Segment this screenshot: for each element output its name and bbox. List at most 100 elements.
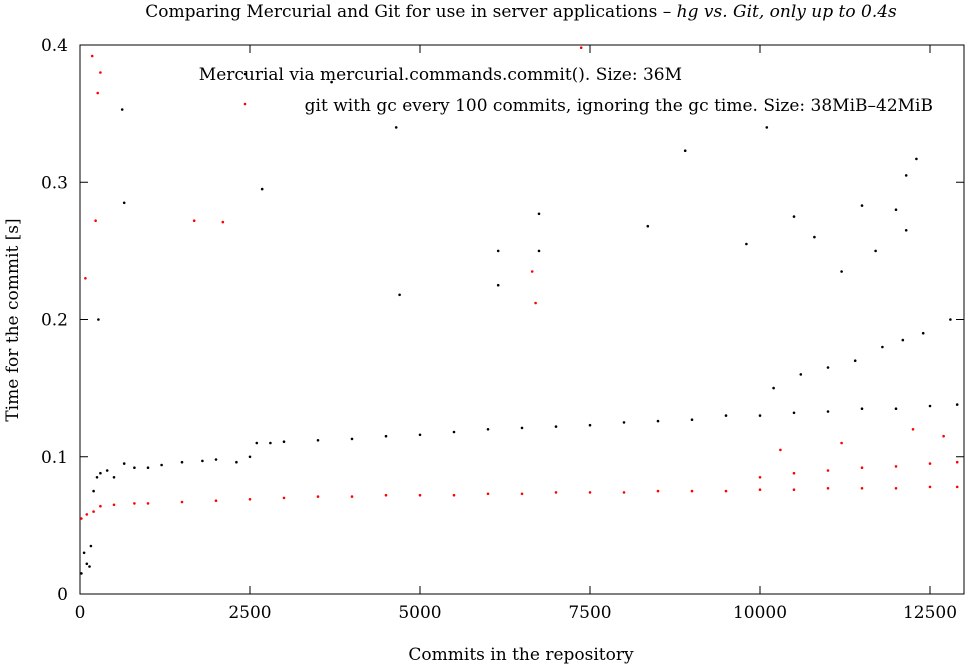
mercurial-point	[955, 403, 959, 406]
git-point	[724, 489, 728, 493]
mercurial-point	[120, 108, 124, 111]
mercurial-point	[853, 359, 857, 363]
mercurial-point	[496, 283, 500, 287]
mercurial-point	[724, 414, 728, 417]
mercurial-point	[826, 410, 830, 413]
git-point	[826, 487, 830, 490]
git-point	[588, 491, 592, 494]
git-point	[99, 504, 102, 508]
mercurial-point	[901, 338, 905, 342]
mercurial-point	[88, 565, 91, 568]
git-point	[133, 502, 136, 505]
mercurial-point	[928, 404, 932, 408]
git-point	[248, 498, 252, 501]
git-point	[622, 491, 626, 494]
mercurial-point	[398, 293, 401, 297]
git-point	[928, 462, 932, 465]
git-point	[452, 493, 456, 497]
git-point	[146, 502, 150, 505]
git-point	[80, 517, 83, 520]
mercurial-point	[840, 270, 843, 273]
mercurial-point	[765, 126, 769, 129]
git-point	[282, 496, 286, 500]
mercurial-point	[248, 455, 252, 459]
git-point	[579, 46, 583, 49]
mercurial-point	[588, 423, 592, 427]
mercurial-point	[85, 562, 89, 566]
legend: Mercurial via mercurial.commands.commit(…	[199, 65, 933, 116]
mercurial-point	[813, 235, 816, 239]
git-point	[955, 460, 959, 464]
mercurial-point	[915, 157, 918, 161]
x-tick-label: 0	[75, 603, 86, 623]
mercurial-point	[904, 229, 908, 232]
legend-marker-mercurial	[243, 72, 247, 76]
mercurial-point	[89, 544, 93, 548]
git-point	[84, 277, 87, 280]
mercurial-point	[316, 439, 320, 442]
x-tick-label: 2500	[228, 603, 271, 623]
git-point	[534, 301, 537, 305]
mercurial-point	[894, 407, 898, 411]
data-points	[80, 46, 959, 575]
mercurial-point	[282, 440, 286, 444]
git-point	[94, 219, 97, 222]
mercurial-point	[394, 126, 398, 129]
y-tick-label: 0.4	[41, 36, 68, 56]
git-point	[112, 503, 116, 507]
mercurial-point	[683, 149, 687, 152]
mercurial-point	[330, 80, 333, 84]
y-axis-label: Time for the commit [s]	[3, 218, 23, 421]
y-tick-label: 0.1	[41, 448, 68, 468]
x-axis: 0 2500 5000 7500 10000 12500	[75, 45, 957, 623]
x-tick-label: 12500	[903, 603, 957, 623]
mercurial-point	[146, 466, 150, 470]
mercurial-point	[418, 433, 422, 437]
mercurial-point	[260, 187, 264, 191]
legend-label-mercurial: Mercurial via mercurial.commands.commit(…	[199, 65, 682, 85]
mercurial-point	[201, 459, 204, 463]
git-point	[792, 471, 796, 475]
x-tick-label: 7500	[568, 603, 611, 623]
mercurial-point	[82, 551, 86, 555]
mercurial-point	[690, 418, 694, 422]
git-point	[486, 492, 490, 496]
git-point	[92, 510, 95, 513]
git-point	[911, 428, 915, 431]
mercurial-point	[622, 421, 626, 424]
mercurial-point	[97, 318, 100, 321]
mercurial-point	[235, 460, 238, 464]
git-point	[690, 489, 694, 493]
git-point	[316, 495, 320, 498]
mercurial-point	[860, 407, 864, 411]
mercurial-point	[122, 462, 126, 465]
mercurial-point	[92, 489, 95, 493]
git-point	[85, 513, 89, 516]
git-point	[99, 71, 102, 74]
plot-area: 0 2500 5000 7500 10000 12500 0 0.1 0.2 0.3 0.4	[41, 36, 965, 623]
git-point	[656, 489, 660, 493]
git-point	[779, 448, 782, 452]
mercurial-point	[860, 204, 864, 207]
mercurial-point	[646, 224, 650, 228]
x-tick-label: 10000	[733, 603, 787, 623]
mercurial-point	[486, 428, 490, 431]
git-point	[384, 493, 388, 497]
mercurial-point	[350, 437, 354, 441]
y-axis: 0 0.1 0.2 0.3 0.4	[41, 36, 964, 605]
git-point	[758, 488, 762, 492]
mercurial-point	[758, 414, 762, 417]
mercurial-point	[180, 460, 184, 464]
git-point	[894, 465, 898, 468]
mercurial-point	[214, 458, 218, 461]
mercurial-point	[452, 430, 456, 434]
mercurial-point	[105, 469, 109, 472]
git-point	[826, 469, 830, 472]
legend-label-git: git with gc every 100 commits, ignoring …	[305, 96, 933, 116]
y-tick-label: 0	[57, 585, 68, 605]
mercurial-point	[921, 331, 925, 335]
x-axis-label: Commits in the repository	[408, 645, 634, 665]
git-point	[418, 493, 422, 497]
git-point	[840, 441, 843, 445]
